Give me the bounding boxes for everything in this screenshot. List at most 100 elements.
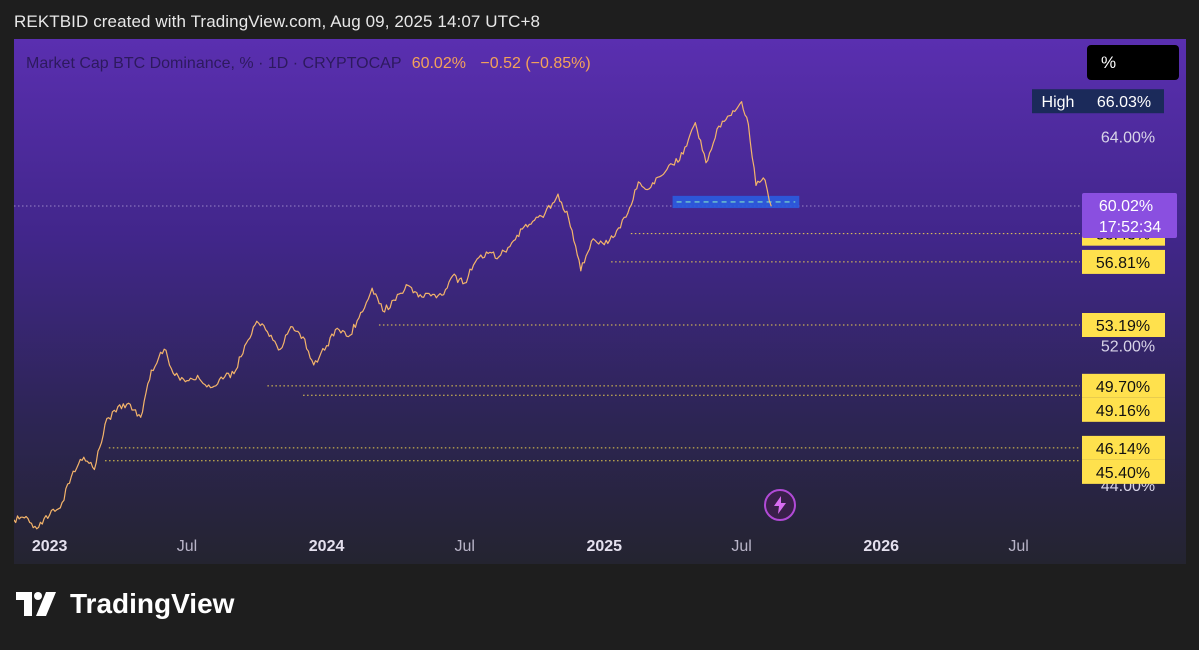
symbol-change: −0.52 (−0.85%) (480, 55, 591, 72)
last-price-value: 60.02% (1099, 198, 1153, 215)
data-point (117, 406, 119, 408)
data-point (244, 345, 246, 347)
data-point (25, 515, 27, 518)
data-point (349, 334, 351, 336)
data-point (336, 327, 338, 329)
last-price-label: 60.02% 17:52:34 (1082, 192, 1177, 238)
data-point (614, 235, 616, 237)
high-label-title: High (1042, 94, 1075, 111)
data-point (186, 380, 188, 382)
level-lines (14, 205, 1080, 462)
level-label-text: 49.70% (1096, 379, 1150, 396)
high-label-value: 66.03% (1097, 94, 1151, 111)
high-label-bg (1032, 89, 1084, 114)
data-point (382, 310, 384, 312)
level-label: 49.16% (1082, 397, 1165, 422)
data-point (197, 374, 199, 376)
data-point (603, 244, 605, 246)
level-label: 46.14% (1082, 435, 1165, 460)
support-zone (672, 195, 800, 209)
symbol-price: 60.02% (411, 55, 466, 72)
tradingview-logo[interactable]: TradingView (16, 588, 234, 620)
level-label-bg (1082, 435, 1165, 460)
data-point (279, 348, 281, 350)
data-point (544, 212, 546, 214)
x-tick-label: 2026 (863, 538, 899, 555)
level-label-text: 56.81% (1096, 255, 1150, 272)
x-tick-label: Jul (177, 538, 197, 555)
lightning-button[interactable] (764, 489, 796, 521)
zone-rect (672, 195, 800, 209)
data-point (464, 282, 466, 284)
data-point (313, 364, 315, 366)
level-label-text: 45.40% (1096, 465, 1150, 482)
data-point (755, 184, 757, 186)
data-point (127, 402, 130, 404)
data-point (498, 256, 500, 258)
data-point (671, 163, 674, 166)
level-label-bg (1082, 459, 1165, 484)
data-point (360, 312, 362, 314)
data-point (371, 287, 373, 289)
data-point (83, 456, 85, 458)
x-tick-label: Jul (731, 538, 751, 555)
x-tick-label: 2024 (309, 538, 345, 555)
x-tick-label: 2025 (586, 538, 622, 555)
data-point (568, 217, 570, 220)
data-point (627, 212, 629, 214)
data-point (417, 296, 419, 298)
data-point (441, 294, 443, 296)
data-point (659, 176, 661, 178)
data-point (150, 369, 152, 371)
data-point (487, 252, 489, 254)
x-tick-label: Jul (454, 538, 474, 555)
data-point (747, 123, 750, 125)
data-point (682, 153, 684, 155)
chart-caption: REKTBID created with TradingView.com, Au… (14, 12, 541, 31)
data-point (233, 373, 235, 375)
y-tick-label: 64.00% (1101, 130, 1155, 147)
data-point (741, 101, 743, 103)
data-point (104, 423, 106, 425)
data-point (428, 292, 430, 295)
x-tick-label: Jul (1008, 538, 1028, 555)
level-label-text: 49.16% (1096, 403, 1150, 420)
data-point (580, 270, 582, 272)
data-point (209, 386, 212, 389)
series-line (14, 101, 772, 530)
data-point (637, 181, 640, 183)
data-point (770, 205, 772, 207)
data-point (405, 284, 407, 286)
data-point (290, 325, 292, 328)
data-point (474, 261, 476, 263)
data-point (266, 331, 269, 333)
data-point (764, 179, 766, 181)
price-chart[interactable]: 68.00%64.00%52.00%44.00% 58.43%56.81%53.… (14, 39, 1186, 564)
level-label: 45.40% (1082, 459, 1165, 484)
level-label-bg (1082, 313, 1165, 338)
data-point (718, 125, 720, 127)
data-point (36, 528, 38, 530)
data-point (325, 345, 328, 347)
data-point (163, 348, 165, 350)
series-group (14, 101, 772, 530)
data-point (451, 275, 454, 277)
y-axis: 68.00%64.00%52.00%44.00% (1101, 60, 1155, 495)
symbol-legend[interactable]: Market Cap BTC Dominance, % · 1D · CRYPT… (26, 55, 591, 73)
level-label-bg (1082, 397, 1165, 422)
level-label-text: 53.19% (1096, 318, 1150, 335)
data-point (49, 514, 51, 516)
data-point (648, 188, 650, 190)
last-price-countdown: 17:52:34 (1099, 219, 1161, 236)
level-label: 56.81% (1082, 249, 1165, 274)
level-label-text: 46.14% (1096, 441, 1150, 458)
level-label: 53.19% (1082, 313, 1165, 338)
tradingview-logo-icon (16, 592, 56, 616)
data-point (694, 122, 696, 124)
data-point (256, 320, 258, 322)
data-point (511, 242, 513, 244)
chart-panel[interactable]: 68.00%64.00%52.00%44.00% 58.43%56.81%53.… (14, 39, 1186, 564)
high-value-bg (1084, 89, 1164, 114)
symbol-description: Market Cap BTC Dominance, % · 1D · CRYPT… (26, 55, 402, 72)
percent-scale-button[interactable]: % (1087, 45, 1179, 80)
